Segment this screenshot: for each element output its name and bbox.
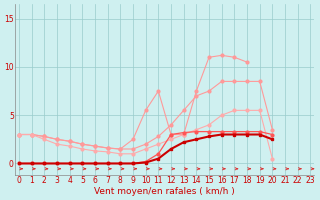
X-axis label: Vent moyen/en rafales ( km/h ): Vent moyen/en rafales ( km/h ) bbox=[94, 187, 235, 196]
